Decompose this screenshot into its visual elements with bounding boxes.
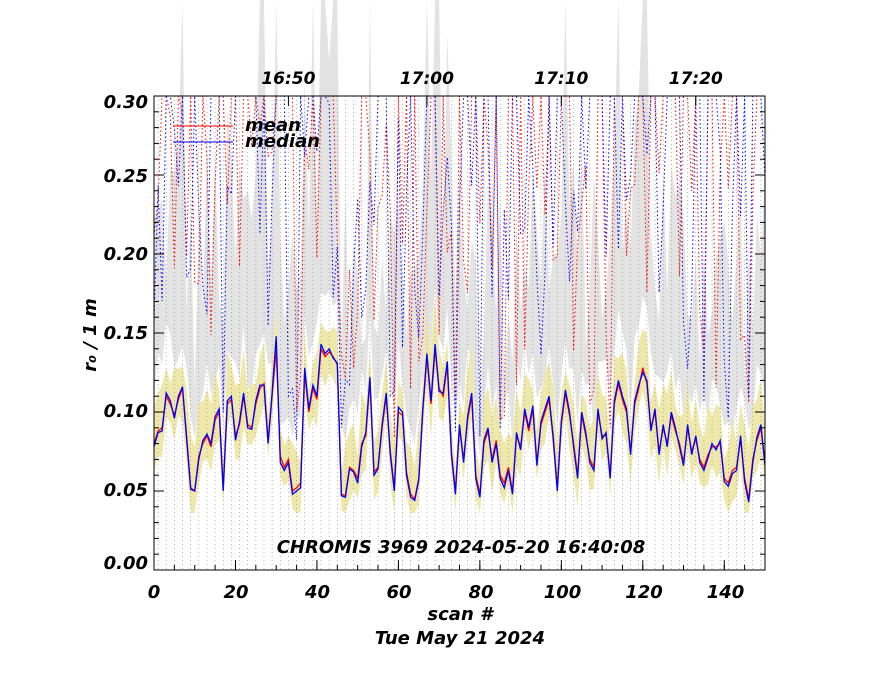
chart-annotation: CHROMIS 3969 2024-05-20 16:40:08	[277, 537, 646, 558]
x-tick-label-4: 80	[468, 582, 493, 603]
legend-mean-label: mean	[245, 115, 301, 136]
x-tick-label-6: 120	[625, 582, 663, 603]
left-margin	[0, 0, 154, 680]
y-axis-title: r₀ / 1 m	[80, 298, 101, 371]
x-tick-label-2: 40	[304, 582, 330, 603]
y-tick-label-4: 0.20	[104, 244, 148, 265]
series-lines-layer	[153, 336, 766, 503]
x-tick-label-5: 100	[544, 582, 582, 603]
date-label: Tue May 21 2024	[375, 628, 545, 649]
y-tick-label-0: 0.00	[104, 553, 148, 574]
x-tick-label-3: 60	[386, 582, 411, 603]
y-tick-label-3: 0.15	[104, 323, 148, 344]
x-axis-title: scan #	[427, 604, 495, 625]
y-tick-label-2: 0.10	[104, 401, 148, 422]
legend-median-label: median	[245, 131, 320, 152]
median-line	[153, 336, 766, 503]
y-tick-label-1: 0.05	[104, 480, 148, 501]
top-tick-label-2: 17:00	[400, 69, 454, 89]
top-tick-label-1: 16:50	[261, 69, 315, 89]
right-margin	[765, 0, 880, 680]
scan-gridlines	[157, 96, 762, 570]
top-tick-label-4: 17:20	[669, 69, 723, 89]
x-tick-label-7: 140	[707, 582, 745, 603]
x-tick-label-1: 20	[223, 582, 248, 603]
x-tick-label-0: 0	[148, 582, 161, 603]
top-tick-label-3: 17:10	[534, 69, 588, 89]
y-tick-label-5: 0.25	[104, 166, 148, 187]
y-tick-label-6: 0.30	[104, 92, 148, 113]
